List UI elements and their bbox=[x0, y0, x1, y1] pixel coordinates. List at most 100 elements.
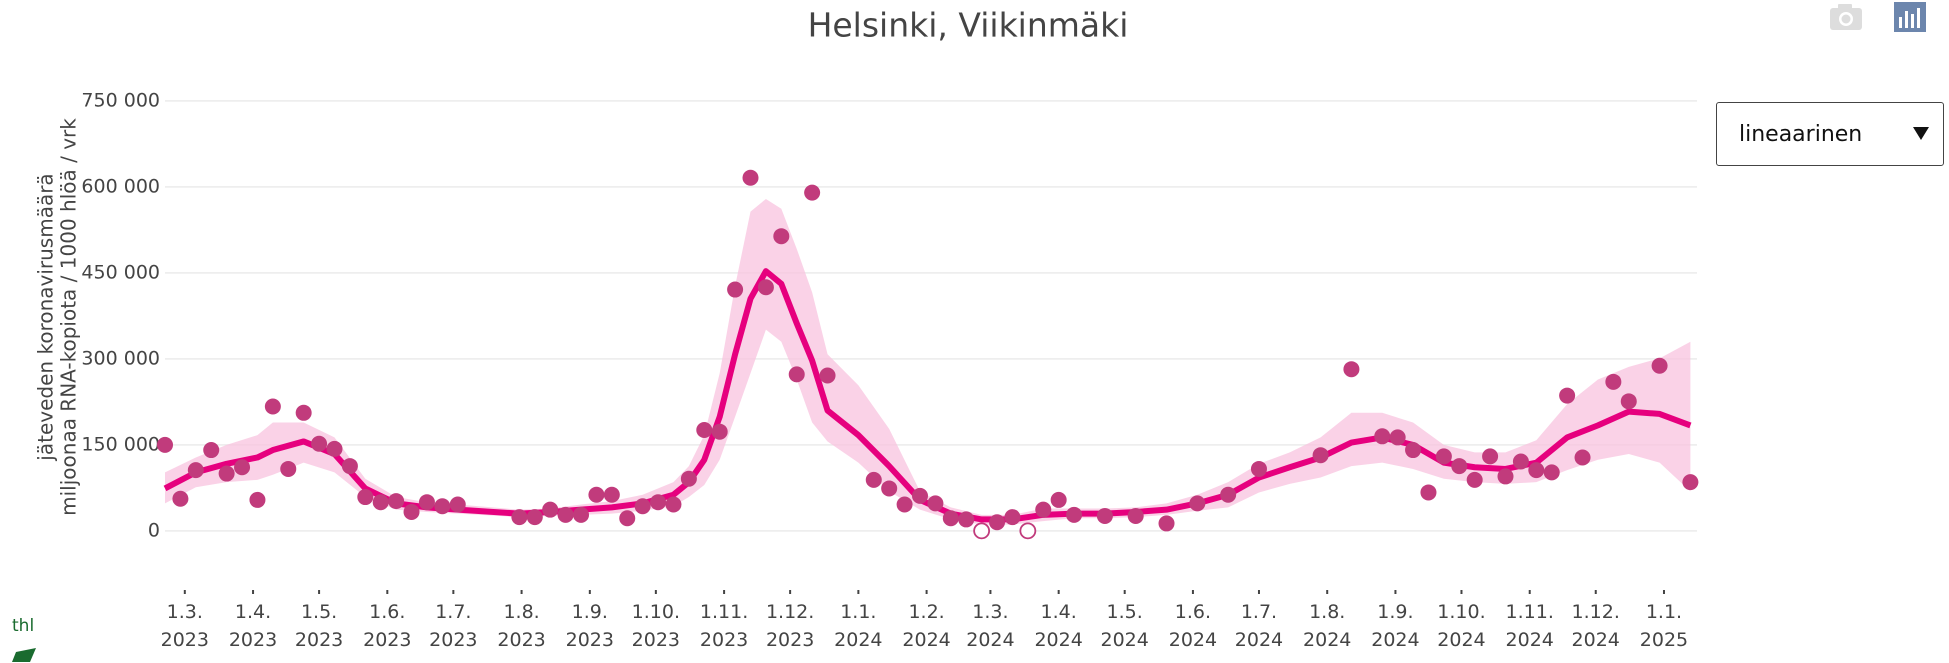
x-tick-label: 1.10. 2024 bbox=[1437, 601, 1486, 651]
data-point bbox=[434, 498, 451, 515]
confidence-band bbox=[165, 198, 1691, 525]
data-point bbox=[773, 228, 790, 245]
x-tick-label: 1.5. 2023 bbox=[294, 601, 344, 651]
data-point bbox=[234, 459, 251, 476]
y-axis-label: miljoonaa RNA-kopiota / 1000 hlöä / vrk bbox=[57, 118, 81, 516]
data-point bbox=[603, 486, 620, 503]
data-point bbox=[727, 281, 744, 298]
chart-icon[interactable] bbox=[1894, 2, 1926, 32]
data-point bbox=[1250, 460, 1267, 477]
data-point bbox=[1651, 357, 1668, 374]
x-tick-label: 1.10. 2023 bbox=[631, 601, 681, 651]
data-point bbox=[1127, 507, 1144, 524]
x-tick-label: 1.12. 2023 bbox=[765, 601, 815, 651]
data-point bbox=[326, 440, 343, 457]
x-tick-label: 1.12. 2024 bbox=[1571, 601, 1620, 651]
data-point bbox=[1189, 495, 1206, 512]
data-point bbox=[1466, 471, 1483, 488]
data-point bbox=[1497, 468, 1514, 485]
data-point bbox=[588, 486, 605, 503]
trend-line bbox=[163, 268, 1692, 523]
data-point bbox=[819, 367, 836, 384]
data-point bbox=[526, 509, 543, 526]
data-point bbox=[1389, 429, 1406, 446]
data-point bbox=[372, 494, 389, 511]
y-tick-label: 300 000 bbox=[81, 347, 160, 369]
data-point bbox=[1096, 507, 1113, 524]
x-tick-label: 1.1. 2025 bbox=[1639, 601, 1689, 651]
x-tick-label: 1.4. 2023 bbox=[228, 601, 278, 651]
data-point bbox=[1158, 515, 1175, 532]
data-point bbox=[295, 404, 312, 421]
x-tick-label: 1.6. 2024 bbox=[1168, 601, 1218, 651]
data-point bbox=[989, 514, 1006, 531]
y-tick-label: 600 000 bbox=[81, 175, 160, 197]
data-point bbox=[865, 471, 882, 488]
x-tick-label: 1.9. 2024 bbox=[1371, 601, 1420, 651]
data-point bbox=[619, 510, 636, 527]
data-point bbox=[1528, 462, 1545, 479]
data-point bbox=[1374, 428, 1391, 445]
data-point bbox=[1405, 442, 1422, 459]
data-point bbox=[311, 435, 328, 452]
data-point bbox=[357, 489, 374, 506]
camera-icon[interactable] bbox=[1830, 4, 1862, 30]
data-point bbox=[711, 423, 728, 440]
data-point bbox=[341, 458, 358, 475]
data-point bbox=[788, 366, 805, 383]
data-point bbox=[1451, 458, 1468, 475]
data-point bbox=[1220, 486, 1237, 503]
x-tick-label: 1.4. 2024 bbox=[1034, 601, 1083, 651]
data-point bbox=[1543, 464, 1560, 481]
data-point bbox=[1574, 449, 1591, 466]
open-data-point bbox=[973, 522, 991, 540]
x-tick-label: 1.7. 2024 bbox=[1234, 601, 1284, 651]
chart-title: Helsinki, Viikinmäki bbox=[808, 6, 1129, 45]
data-point bbox=[634, 498, 651, 515]
x-tick-label: 1.5. 2024 bbox=[1100, 601, 1149, 651]
data-point bbox=[1559, 387, 1576, 404]
dropdown-text: lineaarinen bbox=[1739, 122, 1863, 147]
data-point bbox=[911, 487, 928, 504]
x-tick-label: 1.6. 2023 bbox=[363, 601, 412, 651]
data-point bbox=[1512, 453, 1529, 470]
data-point bbox=[742, 169, 759, 186]
data-point bbox=[1035, 501, 1052, 518]
data-point bbox=[557, 506, 574, 523]
data-point bbox=[958, 511, 975, 528]
data-point bbox=[1605, 373, 1622, 390]
data-point bbox=[1343, 361, 1360, 378]
data-point bbox=[896, 496, 913, 513]
data-point bbox=[927, 495, 944, 512]
x-tick-label: 1.3. 2024 bbox=[966, 601, 1015, 651]
data-point bbox=[249, 491, 266, 508]
data-point bbox=[1620, 393, 1637, 410]
x-tick-label: 1.2. 2024 bbox=[902, 601, 951, 651]
data-point bbox=[187, 462, 204, 479]
x-tick-label: 1.11. 2023 bbox=[699, 601, 749, 651]
data-point bbox=[665, 496, 682, 513]
scale-dropdown[interactable]: lineaarinen bbox=[1716, 102, 1944, 166]
y-tick-label: 0 bbox=[148, 519, 160, 541]
data-point bbox=[172, 490, 189, 507]
logo-leaf bbox=[12, 648, 36, 662]
data-point bbox=[942, 510, 959, 527]
y-tick-label: 750 000 bbox=[81, 89, 160, 111]
data-point bbox=[1066, 506, 1083, 523]
data-point bbox=[542, 501, 559, 518]
data-point bbox=[403, 503, 420, 520]
data-point bbox=[1482, 448, 1499, 465]
data-point bbox=[1682, 474, 1699, 491]
data-point bbox=[1004, 509, 1021, 526]
x-tick-label: 1.8. 2023 bbox=[497, 601, 546, 651]
data-point bbox=[1312, 447, 1329, 464]
data-point bbox=[696, 421, 713, 438]
logo-text: thl bbox=[12, 616, 35, 636]
data-point bbox=[511, 509, 528, 526]
data-point bbox=[388, 493, 405, 510]
data-point bbox=[1420, 484, 1437, 501]
data-point bbox=[1435, 448, 1452, 465]
open-data-point bbox=[1019, 522, 1037, 540]
